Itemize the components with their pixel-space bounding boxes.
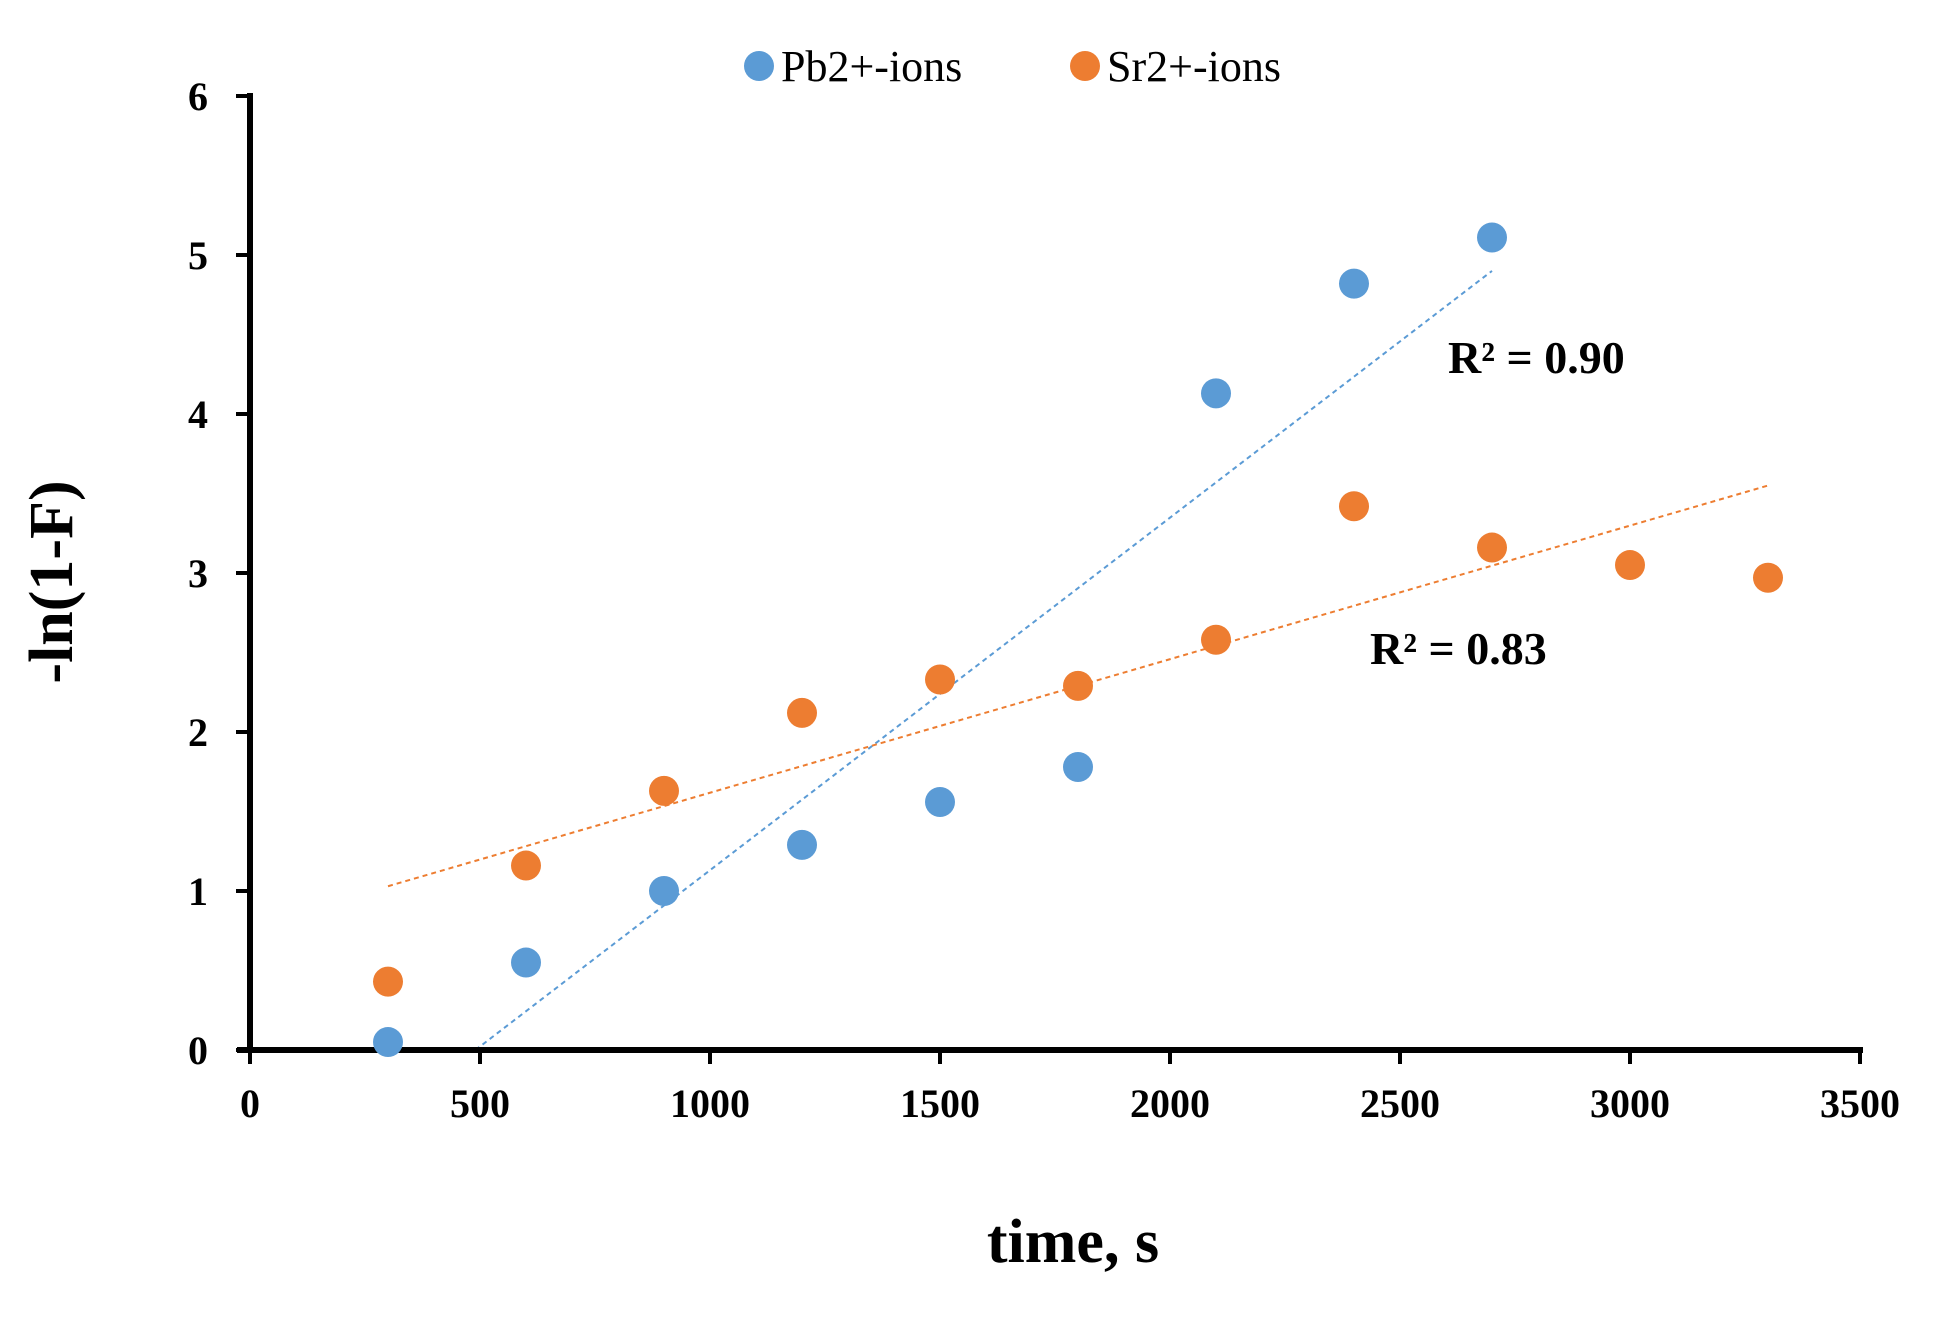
data-point-pb: [1201, 378, 1231, 409]
x-tick-label: 0: [240, 1081, 260, 1126]
legend-label-pb: Pb2+-ions: [781, 42, 962, 91]
y-tick-label: 5: [188, 233, 208, 278]
legend-marker-pb: [744, 51, 774, 81]
y-tick-label: 1: [188, 869, 208, 914]
data-point-pb: [925, 786, 955, 817]
data-point-sr: [925, 664, 955, 695]
legend-marker-sr: [1070, 51, 1100, 81]
data-point-sr: [1753, 562, 1783, 593]
x-tick-label: 500: [450, 1081, 510, 1126]
data-point-sr: [787, 697, 817, 728]
data-point-sr: [1477, 532, 1507, 563]
x-tick-label: 2500: [1360, 1081, 1440, 1126]
data-point-sr: [1339, 491, 1369, 522]
data-point-pb: [373, 1027, 403, 1058]
data-point-sr: [373, 966, 403, 997]
data-point-pb: [1063, 751, 1093, 782]
data-point-pb: [1477, 222, 1507, 253]
legend-label-sr: Sr2+-ions: [1107, 42, 1281, 91]
y-tick-label: 3: [188, 551, 208, 596]
y-tick-label: 4: [188, 392, 208, 437]
x-tick-label: 2000: [1130, 1081, 1210, 1126]
data-point-pb: [649, 876, 679, 906]
y-tick-label: 0: [188, 1028, 208, 1073]
r2-label-sr: R² = 0.83: [1370, 623, 1547, 674]
y-tick-label: 6: [188, 74, 208, 119]
legend: Pb2+-ions Sr2+-ions: [744, 42, 1281, 91]
data-point-pb: [787, 829, 817, 860]
y-tick-label: 2: [188, 710, 208, 755]
y-axis-title: -ln(1-F): [18, 480, 86, 683]
trendline-sr: [387, 484, 1769, 888]
data-point-sr: [1063, 670, 1093, 701]
r2-label-pb: R² = 0.90: [1448, 332, 1625, 383]
data-point-sr: [1201, 624, 1231, 655]
data-point-sr: [511, 850, 541, 881]
data-point-sr: [649, 775, 679, 806]
x-axis-title: time, s: [987, 1208, 1159, 1276]
data-point-pb: [1339, 268, 1369, 299]
data-point-sr: [1615, 550, 1645, 581]
x-tick-label: 1000: [670, 1081, 750, 1126]
x-tick-label: 3500: [1820, 1081, 1900, 1126]
trendline-pb: [474, 270, 1493, 1051]
ticks: 0 500 1000 1500 2000 2500 3000 3500 0 1 2 3 4 5 6: [188, 74, 1900, 1126]
x-tick-label: 1500: [900, 1081, 980, 1126]
x-tick-label: 3000: [1590, 1081, 1670, 1126]
r2-annotations: R² = 0.90 R² = 0.83: [1370, 332, 1625, 674]
data-points: [373, 222, 1783, 1058]
data-point-pb: [511, 947, 541, 978]
trendlines: [387, 270, 1769, 1051]
